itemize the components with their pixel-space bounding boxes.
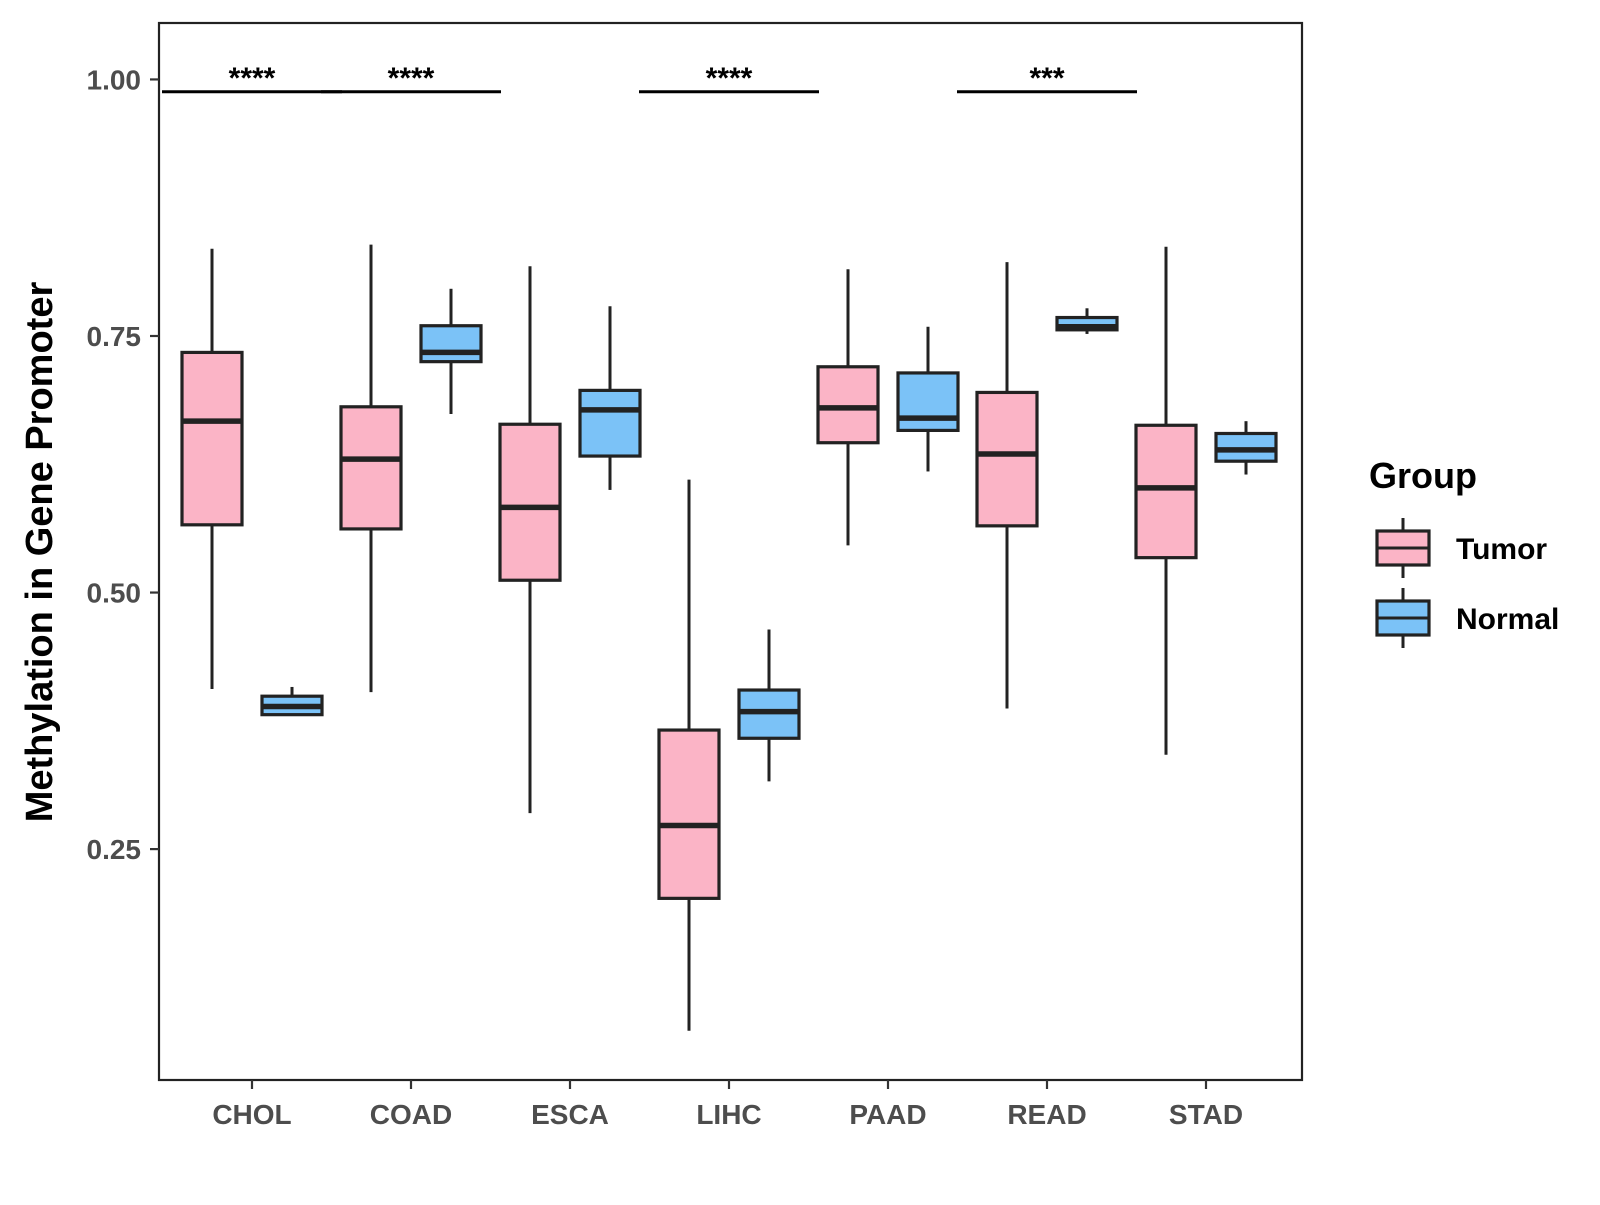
x-tick-label: LIHC [696,1099,761,1130]
box-normal-paad [896,326,960,472]
box-tumor-chol [180,248,244,690]
plot-panel [157,21,1304,1082]
legend-item-tumor: Tumor [1375,518,1547,578]
box-normal-lihc [737,629,801,782]
box-body [339,405,403,531]
box-body [498,422,562,582]
box-tumor-coad [339,244,403,693]
box-body [578,388,642,458]
legend-item-normal: Normal [1375,588,1559,648]
legend-title: Group [1369,455,1477,496]
box-body [657,728,721,900]
significance-label: **** [229,62,276,95]
box-body [816,365,880,445]
box-normal-read [1055,308,1119,334]
y-tick-label: 0.50 [87,578,142,609]
box-tumor-paad [816,269,880,546]
box-body [975,390,1039,528]
box-normal-esca [578,306,642,490]
legend: Group Tumor Normal [1369,455,1559,648]
significance-label: **** [388,62,435,95]
x-tick-label: COAD [370,1099,452,1130]
legend-label: Tumor [1456,533,1547,566]
box-normal-stad [1214,421,1278,475]
significance-label: **** [706,62,753,95]
box-tumor-esca [498,266,562,814]
x-tick-label: CHOL [212,1099,291,1130]
box-normal-chol [260,686,324,717]
y-tick-label: 1.00 [87,64,142,95]
box-tumor-read [975,262,1039,709]
y-axis-title: Methylation in Gene Promoter [19,282,61,823]
box-tumor-lihc [657,479,721,1031]
box-body [1134,423,1198,560]
box-body [419,324,483,364]
box-body [180,350,244,527]
x-tick-label: STAD [1169,1099,1243,1130]
legend-label: Normal [1456,603,1559,636]
x-tick-label: READ [1007,1099,1086,1130]
box-body [896,371,960,433]
y-tick-label: 0.25 [87,834,142,865]
x-tick-label: PAAD [849,1099,926,1130]
y-tick-label: 0.75 [87,321,142,352]
box-normal-coad [419,288,483,414]
box-tumor-stad [1134,246,1198,755]
significance-label: *** [1029,62,1064,95]
x-tick-label: ESCA [531,1099,609,1130]
